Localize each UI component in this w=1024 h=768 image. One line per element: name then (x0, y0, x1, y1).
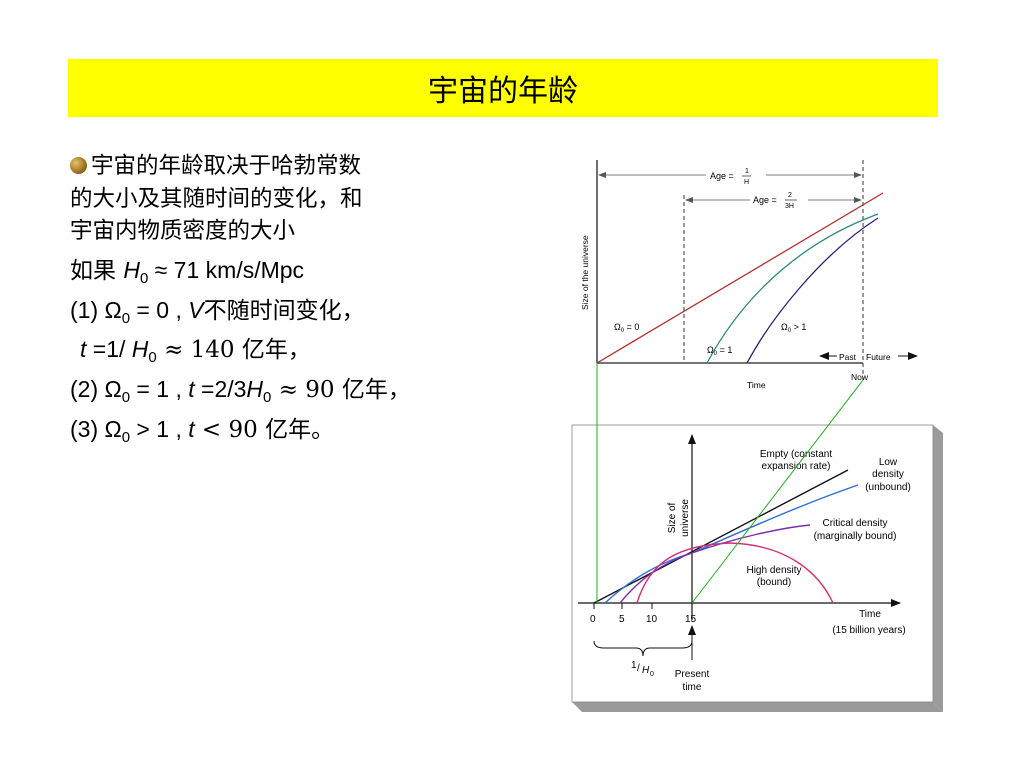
high-label-2: (bound) (757, 577, 791, 588)
case-2-omega: (2) Ω (70, 375, 122, 402)
text-block: 宇宙的年龄取决于哈勃常数 的大小及其随时间的变化，和 宇宙内物质密度的大小 如果… (70, 150, 540, 446)
case-2-line: (2) Ω0 = 1 , t =2/3H0 ≈ 90 亿年， (70, 373, 540, 407)
empty-label-1: Empty (constant (760, 449, 832, 460)
case-1-mid: = 0 , (130, 296, 189, 323)
panel-shadow-bottom (572, 702, 943, 712)
bottom-figure: 0 5 10 15 Size of universe Empty (consta… (571, 424, 943, 712)
age-2-num: 2 (788, 192, 792, 199)
hubble-brace (593, 640, 693, 657)
case-1-h-sub: 0 (148, 349, 157, 367)
case-1-t: t (80, 336, 87, 363)
case-2-mid: = 1 , (130, 375, 189, 402)
hubble-sub: 0 (139, 269, 149, 287)
hubble-time-num: 1 (631, 660, 637, 671)
present-label-2: time (683, 682, 702, 693)
case-1-h: H (131, 336, 149, 363)
age-1-num: 1 (745, 168, 749, 175)
hubble-time-slash: / (637, 663, 640, 674)
panel-frame (571, 424, 934, 703)
critical-label-1: Critical density (822, 518, 887, 529)
top-omega-1-label: Ω0 = 1 (707, 345, 732, 357)
case-1-v: V (188, 296, 204, 323)
case-1-age-mid: =1/ (86, 336, 132, 363)
case-2-h-sub: 0 (263, 388, 272, 406)
top-critical-curve (706, 213, 879, 364)
bullet-paragraph: 宇宙的年龄取决于哈勃常数 的大小及其随时间的变化，和 宇宙内物质密度的大小 (70, 150, 540, 248)
case-1-text: 不随时间变化， (203, 297, 365, 324)
bottom-y-label-1: Size of (667, 502, 678, 533)
now-label: Now (851, 372, 869, 382)
present-label-1: Present (675, 669, 710, 680)
case-1-omega: (1) Ω (70, 296, 122, 323)
bullet-line-3: 宇宙内物质密度的大小 (70, 218, 296, 245)
age-2-label: Age = (753, 195, 777, 205)
low-label-1: Low (879, 457, 898, 468)
low-label-2: density (872, 469, 904, 480)
case-1-age: ≈ 140 亿年， (156, 337, 311, 364)
critical-density-curve (619, 524, 811, 604)
bottom-x-label-2: (15 billion years) (832, 625, 905, 636)
hubble-value: ≈ 71 km/s/Mpc (148, 256, 305, 283)
bullet-icon (70, 157, 87, 174)
tick-15-label: 15 (685, 614, 697, 625)
age-2-den: 3H (785, 203, 794, 210)
hubble-prefix: 如果 (70, 257, 124, 284)
high-density-curve (636, 542, 834, 604)
panel-shadow-right (933, 425, 943, 712)
age-2-label-bg (750, 189, 808, 211)
hubble-time-den: H (642, 665, 650, 676)
high-label-1: High density (746, 565, 801, 576)
empty-label-2: expansion rate) (762, 461, 831, 472)
slide-title: 宇宙的年龄 (428, 74, 578, 109)
case-3-omega: (3) Ω (70, 415, 122, 442)
future-label: Future (866, 352, 891, 362)
connector-line-right (691, 379, 864, 604)
bottom-x-label-1: Time (859, 609, 881, 620)
past-label: Past (839, 352, 857, 362)
hubble-h: H (123, 256, 140, 283)
top-figure: Age = 1 H Age = 2 3H Size of the univers… (580, 160, 918, 390)
critical-label-2: (marginally bound) (814, 531, 897, 542)
case-3-sub: 0 (121, 428, 131, 446)
case-1-sub: 0 (121, 309, 131, 327)
top-empty-curve (596, 192, 884, 364)
top-closed-curve (746, 217, 879, 364)
tick-10-label: 10 (646, 614, 658, 625)
case-3-mid: > 1 , (130, 415, 189, 442)
hubble-line: 如果 H0 ≈ 71 km/s/Mpc (70, 254, 540, 288)
bottom-y-label-2: universe (680, 499, 691, 537)
case-3-line: (3) Ω0 > 1 , t < 90 亿年。 (70, 413, 540, 447)
case-1-age-line: t =1/ H0 ≈ 140 亿年， (70, 333, 540, 367)
case-1-line: (1) Ω0 = 0 , V不随时间变化， (70, 294, 540, 328)
low-label-3: (unbound) (865, 482, 911, 493)
top-y-axis-label: Size of the universe (580, 235, 590, 310)
title-bar: 宇宙的年龄 (68, 59, 938, 117)
case-3-age: < 90 亿年。 (194, 416, 335, 443)
case-2-h: H (246, 375, 264, 402)
age-1-label: Age = (710, 171, 734, 181)
tick-0-label: 0 (590, 614, 596, 625)
case-2-t: t (188, 375, 195, 402)
age-1-den: H (744, 179, 749, 186)
top-x-axis-label: Time (747, 380, 766, 390)
hubble-time-sub: 0 (650, 671, 654, 678)
case-2-mid2: =2/3 (194, 375, 247, 402)
empty-universe-curve (593, 469, 849, 604)
bullet-line-2: 的大小及其随时间的变化，和 (70, 185, 363, 212)
tick-5-label: 5 (619, 614, 625, 625)
case-2-age: ≈ 90 亿年， (271, 376, 411, 403)
top-omega-0-label: Ω0 = 0 (614, 322, 639, 334)
case-3-t: t (188, 415, 195, 442)
top-omega-gt-label: Ω0 > 1 (781, 322, 806, 334)
case-2-sub: 0 (121, 388, 131, 406)
age-1-label-bg (706, 165, 766, 187)
bullet-line-1: 宇宙的年龄取决于哈勃常数 (91, 153, 362, 179)
